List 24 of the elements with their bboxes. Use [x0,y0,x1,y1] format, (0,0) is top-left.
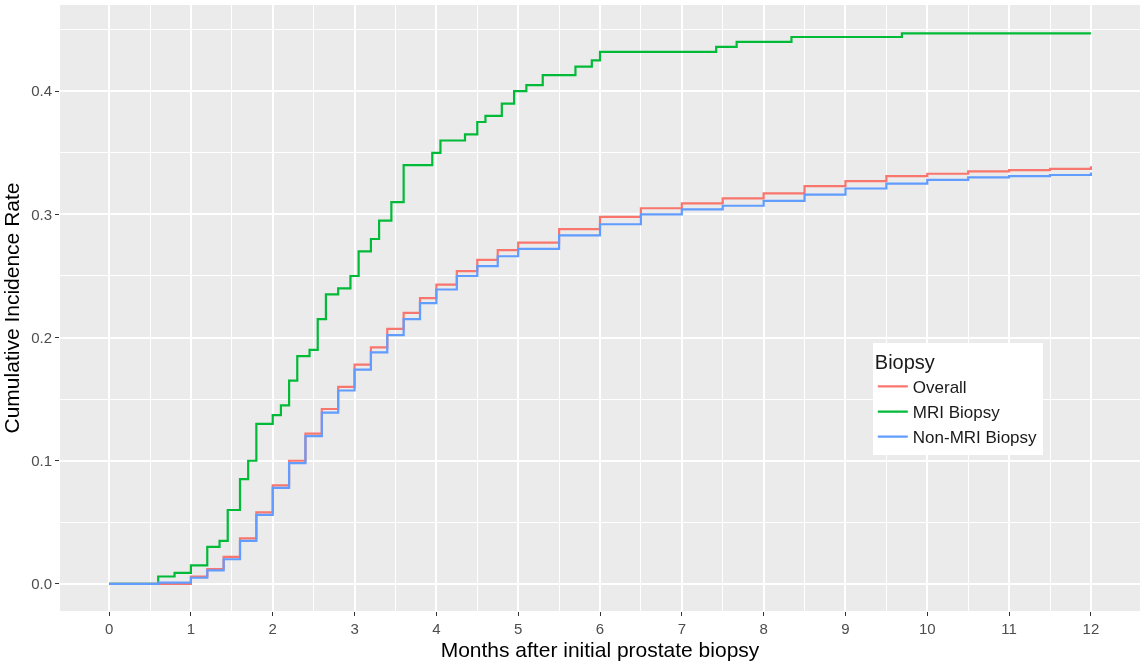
x-tick-label: 2 [268,620,277,637]
x-tick-label: 0 [104,620,114,637]
x-tick-label: 5 [514,620,523,637]
x-tick-label: 8 [759,620,768,637]
x-tick-label: 9 [841,620,850,637]
legend-title: Biopsy [874,350,935,373]
x-tick-label: 10 [918,620,936,637]
y-tick-label: 0.4 [31,82,52,100]
x-tick-label: 6 [595,620,605,637]
x-tick-label: 11 [1001,620,1017,637]
x-tick-label: 4 [432,620,441,637]
x-tick-label: 12 [1082,620,1100,637]
y-tick-label: 0.0 [31,575,52,593]
y-tick-label: 0.2 [31,328,52,346]
y-tick-label: 0.3 [31,205,52,223]
x-tick-label: 3 [350,620,359,637]
y-tick-label: 0.1 [31,451,52,469]
legend-label: MRI Biopsy [912,403,1001,423]
x-axis-title: Months after initial prostate biopsy [440,638,760,662]
x-tick-label: 1 [186,620,196,637]
x-tick-label: 7 [677,620,686,637]
legend-label: Non-MRI Biopsy [912,428,1038,448]
legend-label: Overall [912,378,967,398]
y-axis-title: Cumulative Incidence Rate [0,182,23,434]
